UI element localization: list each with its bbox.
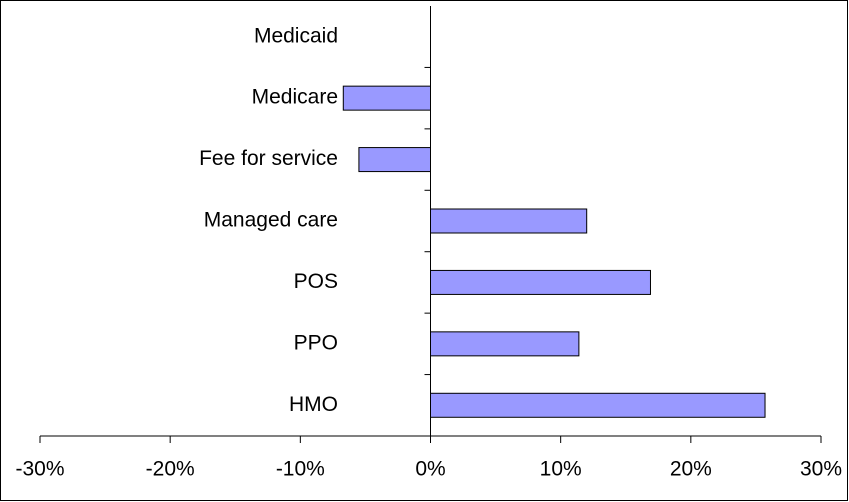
y-tick-label: Medicare <box>252 86 338 109</box>
y-tick-label: Managed care <box>204 209 338 232</box>
x-tick-label: -30% <box>15 458 64 481</box>
bar <box>430 392 766 418</box>
y-tick-label: HMO <box>289 393 338 416</box>
y-tick-label: Medicaid <box>254 24 338 47</box>
bar <box>430 208 588 234</box>
x-tick-label: -20% <box>146 458 195 481</box>
y-tick-label: Fee for service <box>199 147 338 170</box>
x-tick-label: -10% <box>276 458 325 481</box>
y-tick-label: PPO <box>294 331 338 354</box>
x-tick-label: 10% <box>540 458 582 481</box>
bar <box>430 269 651 295</box>
x-tick-label: 30% <box>800 458 842 481</box>
bar <box>430 331 580 357</box>
x-tick-label: 0% <box>415 458 445 481</box>
bar <box>358 147 431 173</box>
y-tick-label: POS <box>294 270 338 293</box>
x-tick-label: 20% <box>670 458 712 481</box>
bar <box>342 85 431 111</box>
